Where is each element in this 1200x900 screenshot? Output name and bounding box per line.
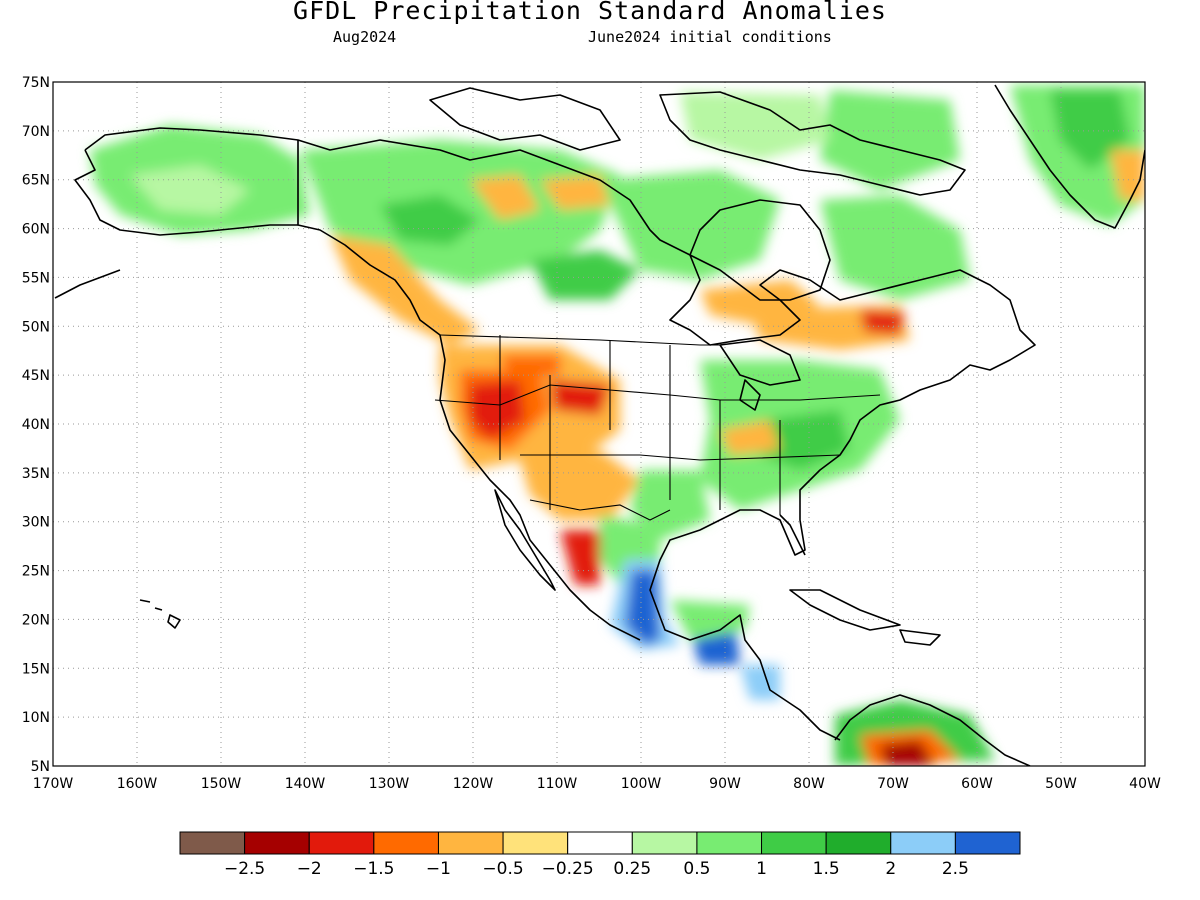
valid-month: Aug2024 [333,28,397,46]
colorbar-label: 0.5 [683,859,710,879]
longitude-labels: 170W 160W 150W 140W 130W 120W 110W 100W 90W 80W 70… [33,776,1161,792]
colorbar-label: 0.25 [613,859,651,879]
lon-tick-label: 70W [877,776,909,792]
lon-tick-label: 170W [33,776,74,792]
colorbar-swatch [631,831,698,855]
lon-tick-label: 50W [1045,776,1077,792]
colorbar-label: −2.5 [224,859,265,879]
lon-tick-label: 110W [537,776,578,792]
colorbar: −2.5 −2 −1.5 −1 −0.5 −0.25 0.25 0.5 1 1.5 2 2.5 [179,831,1021,879]
lat-tick-label: 10N [22,710,50,726]
lat-tick-label: 30N [22,515,50,531]
colorbar-label: −0.25 [542,859,594,879]
colorbar-swatch [373,831,439,855]
colorbar-swatch [567,831,633,855]
lon-tick-label: 90W [709,776,741,792]
lat-tick-label: 45N [22,368,50,384]
lat-tick-label: 20N [22,612,50,628]
colorbar-swatch [308,831,375,855]
graticule [53,82,1145,766]
latitude-labels: 75N 70N 65N 60N 55N 50N 45N 40N 35N 30N 25N 20N 15N 1… [22,75,50,775]
lon-tick-label: 120W [453,776,494,792]
colorbar-label: 1 [756,859,767,879]
lon-tick-label: 150W [201,776,242,792]
colorbar-swatch [761,831,827,855]
lat-tick-label: 50N [22,319,50,335]
colorbar-swatch [696,831,763,855]
colorbar-label: 1.5 [813,859,840,879]
lat-tick-label: 5N [31,759,50,775]
colorbar-label: −1 [426,859,451,879]
lon-tick-label: 60W [961,776,993,792]
colorbar-swatch [179,831,246,855]
colorbar-label: 2.5 [942,859,969,879]
plot-frame [52,81,1146,767]
initial-conditions: June2024 initial conditions [588,28,832,46]
colorbar-label: −1.5 [353,859,394,879]
colorbar-label: −0.5 [482,859,523,879]
colorbar-swatch [825,831,892,855]
lat-tick-label: 15N [22,661,50,677]
lon-tick-label: 160W [117,776,158,792]
lat-tick-label: 25N [22,564,50,580]
lat-tick-label: 35N [22,466,50,482]
map-title: GFDL Precipitation Standard Anomalies [293,0,887,25]
colorbar-swatch [954,831,1021,855]
colorbar-swatch [244,831,310,855]
lon-tick-label: 40W [1129,776,1161,792]
coastlines [54,84,1145,766]
colorbar-swatch [437,831,504,855]
lat-tick-label: 40N [22,417,50,433]
colorbar-label: 2 [885,859,896,879]
lat-tick-label: 60N [22,222,50,238]
colorbar-label: −2 [297,859,322,879]
anomaly-field [90,85,1145,766]
lat-tick-label: 65N [22,173,50,189]
lon-tick-label: 130W [369,776,410,792]
lat-tick-label: 55N [22,270,50,286]
lat-tick-label: 75N [22,75,50,91]
lon-tick-label: 140W [285,776,326,792]
lon-tick-label: 80W [793,776,825,792]
borders [297,140,881,521]
colorbar-swatch [890,831,956,855]
lon-tick-label: 100W [621,776,662,792]
colorbar-swatch [502,831,569,855]
lat-tick-label: 70N [22,124,50,140]
